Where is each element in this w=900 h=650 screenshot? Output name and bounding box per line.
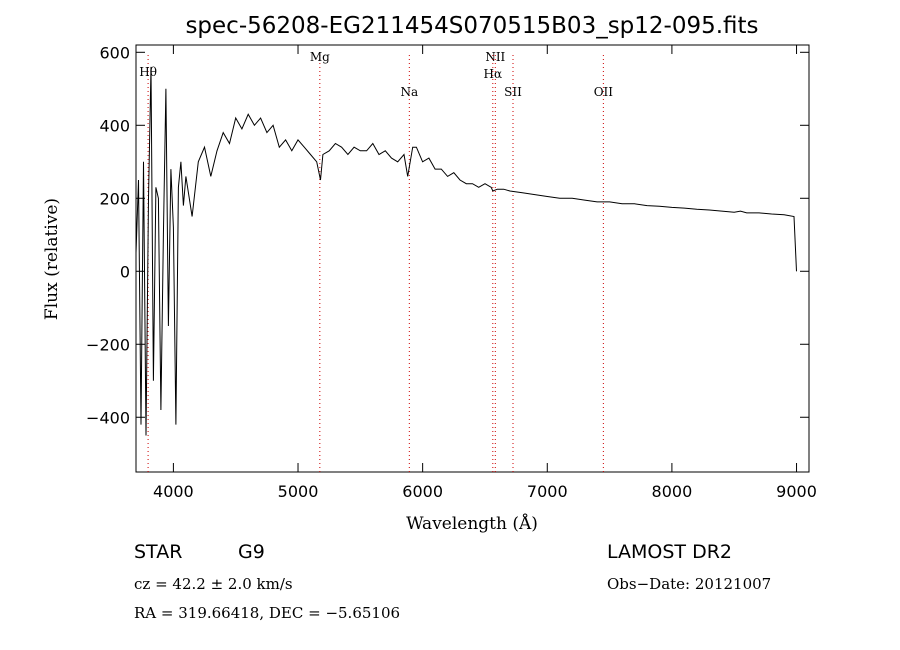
x-tick-label: 8000 xyxy=(652,482,693,501)
observation-date: Obs−Date: 20121007 xyxy=(607,575,772,593)
x-tick-label: 4000 xyxy=(153,482,194,501)
marker-label: OII xyxy=(594,85,614,99)
marker-label: Hα xyxy=(484,67,503,81)
y-tick-label: 0 xyxy=(120,262,130,281)
y-axis-label: Flux (relative) xyxy=(42,198,62,320)
x-tick-label: 9000 xyxy=(776,482,817,501)
y-tick-label: −200 xyxy=(86,335,130,354)
x-tick-label: 5000 xyxy=(278,482,319,501)
chart-title: spec-56208-EG211454S070515B03_sp12-095.f… xyxy=(185,13,758,39)
y-tick-label: 600 xyxy=(99,43,130,62)
marker-label: Mg xyxy=(310,50,330,64)
x-tick-label: 7000 xyxy=(527,482,568,501)
marker-label: NII xyxy=(485,50,505,64)
x-axis-label: Wavelength (Å) xyxy=(406,513,538,534)
plot-frame xyxy=(135,44,810,473)
survey-label: LAMOST DR2 xyxy=(607,541,732,563)
marker-label: Hθ xyxy=(139,65,157,79)
y-tick-label: 200 xyxy=(99,189,130,208)
marker-label: SII xyxy=(504,85,522,99)
y-tick-label: −400 xyxy=(86,408,130,427)
marker-label: Na xyxy=(400,85,418,99)
axis-ticks: 4000 5000 6000 7000 8000 9000 −400 −200 0 200 400 6… xyxy=(86,43,817,501)
spectrum-series xyxy=(135,66,797,436)
object-class: STAR xyxy=(134,541,183,563)
y-tick-label: 400 xyxy=(99,116,130,135)
redshift-velocity: cz = 42.2 ± 2.0 km/s xyxy=(134,575,293,593)
object-subclass: G9 xyxy=(238,541,265,563)
x-tick-label: 6000 xyxy=(402,482,443,501)
spectrum-line xyxy=(135,66,797,436)
sky-coordinates: RA = 319.66418, DEC = −5.65106 xyxy=(134,604,401,622)
